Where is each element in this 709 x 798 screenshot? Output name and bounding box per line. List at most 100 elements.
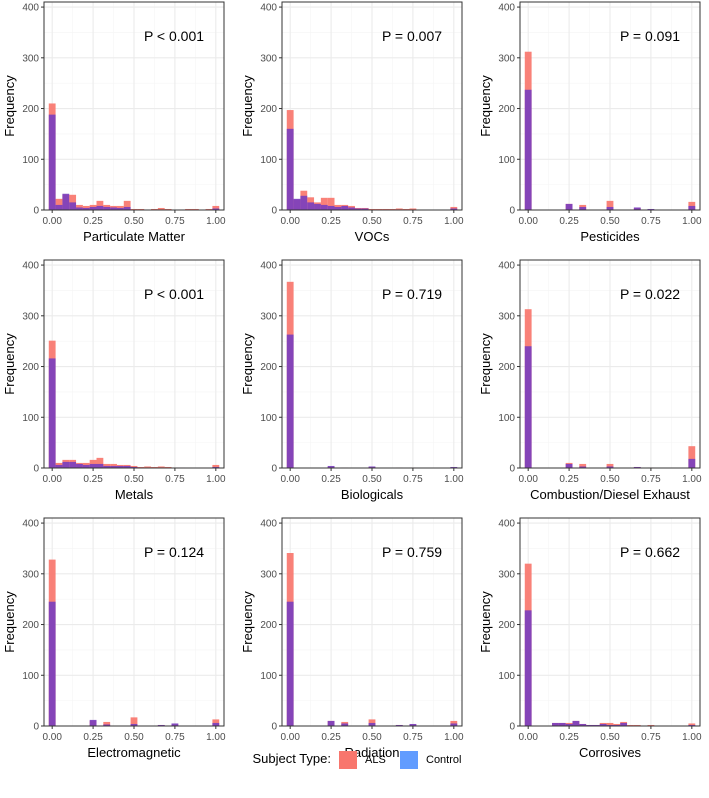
p-value-label: P = 0.662 bbox=[620, 544, 680, 560]
x-tick-label: 0.25 bbox=[321, 216, 341, 227]
x-tick-label: 0.75 bbox=[641, 732, 661, 743]
bar-control bbox=[116, 207, 124, 210]
y-tick-label: 100 bbox=[22, 413, 39, 424]
bar-control bbox=[293, 198, 301, 210]
x-tick-label: 0.50 bbox=[124, 216, 144, 227]
bar-control bbox=[409, 723, 417, 726]
bar-control bbox=[327, 720, 335, 726]
x-tick-label: 0.25 bbox=[83, 732, 103, 743]
y-tick-label: 400 bbox=[260, 3, 277, 14]
bar-control bbox=[524, 610, 532, 726]
legend: Subject Type: ALS Control bbox=[252, 751, 461, 769]
y-tick-label: 300 bbox=[260, 569, 277, 580]
y-tick-label: 300 bbox=[22, 569, 39, 580]
y-axis-title: Frequency bbox=[478, 333, 493, 395]
p-value-label: P = 0.719 bbox=[382, 286, 442, 302]
bar-control bbox=[48, 601, 56, 726]
bar-control bbox=[327, 205, 335, 210]
bar-control bbox=[579, 466, 587, 468]
bar-control bbox=[130, 466, 138, 468]
bar-control bbox=[579, 723, 587, 726]
x-tick-label: 1.00 bbox=[206, 732, 226, 743]
bar-control bbox=[110, 207, 117, 210]
chart-panel: 0 100 200 300 400 0.00 0.25 0.50 0.75 1.00 Combust… bbox=[478, 259, 702, 502]
bar-als bbox=[688, 446, 696, 468]
bar-als bbox=[409, 208, 417, 210]
bar-control bbox=[76, 463, 83, 468]
bar-control bbox=[368, 722, 376, 726]
bar-control bbox=[565, 463, 573, 468]
chart-panel: 0 100 200 300 400 0.00 0.25 0.50 0.75 1.00 Metals F… bbox=[2, 259, 226, 502]
bar-control bbox=[157, 724, 165, 726]
y-tick-label: 0 bbox=[271, 722, 277, 733]
x-tick-label: 0.50 bbox=[362, 732, 382, 743]
y-tick-label: 300 bbox=[498, 569, 515, 580]
bar-als bbox=[55, 198, 63, 210]
bar-control bbox=[286, 601, 294, 726]
x-tick-label: 0.75 bbox=[641, 216, 661, 227]
y-tick-label: 200 bbox=[498, 362, 515, 373]
bar-als bbox=[688, 723, 696, 726]
y-tick-label: 200 bbox=[498, 104, 515, 115]
x-tick-label: 1.00 bbox=[444, 216, 464, 227]
bar-control bbox=[96, 205, 104, 210]
y-tick-label: 100 bbox=[22, 671, 39, 682]
y-tick-label: 300 bbox=[498, 311, 515, 322]
bar-control bbox=[130, 723, 138, 726]
y-tick-label: 0 bbox=[509, 206, 515, 217]
x-tick-label: 1.00 bbox=[444, 474, 464, 485]
y-tick-label: 300 bbox=[22, 53, 39, 64]
x-tick-label: 1.00 bbox=[682, 732, 702, 743]
x-tick-label: 0.75 bbox=[165, 216, 185, 227]
bar-control bbox=[48, 114, 56, 210]
x-tick-label: 0.25 bbox=[321, 474, 341, 485]
y-tick-label: 200 bbox=[260, 620, 277, 631]
bar-control bbox=[361, 208, 369, 210]
bar-control bbox=[395, 724, 403, 726]
bar-control bbox=[62, 461, 70, 468]
bar-control bbox=[368, 466, 376, 468]
y-tick-label: 0 bbox=[33, 722, 39, 733]
x-tick-label: 0.00 bbox=[280, 732, 300, 743]
bar-als bbox=[212, 464, 220, 468]
bar-control bbox=[286, 128, 294, 210]
x-tick-label: 0.25 bbox=[559, 474, 579, 485]
x-axis-title: Metals bbox=[115, 487, 154, 502]
p-value-label: P = 0.759 bbox=[382, 544, 442, 560]
bar-control bbox=[341, 205, 349, 210]
y-tick-label: 100 bbox=[498, 671, 515, 682]
chart-panel: 0 100 200 300 400 0.00 0.25 0.50 0.75 1.00 Pestici… bbox=[478, 1, 702, 244]
y-axis-title: Frequency bbox=[478, 591, 493, 653]
bar-als bbox=[320, 197, 328, 210]
bar-control bbox=[606, 206, 614, 210]
bar-control bbox=[606, 466, 614, 468]
bar-control bbox=[552, 722, 559, 726]
legend-title: Subject Type: bbox=[252, 751, 331, 766]
legend-swatch-control bbox=[400, 751, 418, 769]
bar-control bbox=[314, 203, 321, 210]
p-value-label: P = 0.007 bbox=[382, 28, 442, 44]
chart-panel: 0 100 200 300 400 0.00 0.25 0.50 0.75 1.00 Corrosi… bbox=[478, 517, 702, 760]
bar-control bbox=[327, 465, 335, 468]
bar-control bbox=[82, 464, 90, 468]
bar-control bbox=[110, 465, 117, 468]
p-value-label: P < 0.001 bbox=[144, 286, 204, 302]
bar-control bbox=[450, 208, 458, 210]
x-tick-label: 0.25 bbox=[321, 732, 341, 743]
bar-control bbox=[320, 204, 328, 210]
bar-als bbox=[395, 208, 403, 210]
bar-control bbox=[688, 458, 696, 468]
bar-control bbox=[592, 724, 600, 726]
bar-control bbox=[620, 722, 628, 726]
y-tick-label: 200 bbox=[260, 104, 277, 115]
x-tick-label: 0.50 bbox=[124, 474, 144, 485]
x-tick-label: 0.50 bbox=[600, 732, 620, 743]
y-axis-title: Frequency bbox=[240, 591, 255, 653]
bar-control bbox=[103, 465, 111, 468]
y-tick-label: 400 bbox=[22, 3, 39, 14]
bar-als bbox=[130, 717, 138, 726]
x-tick-label: 0.50 bbox=[362, 474, 382, 485]
p-value-label: P = 0.022 bbox=[620, 286, 680, 302]
x-axis-title: Biologicals bbox=[341, 487, 404, 502]
y-tick-label: 0 bbox=[33, 464, 39, 475]
